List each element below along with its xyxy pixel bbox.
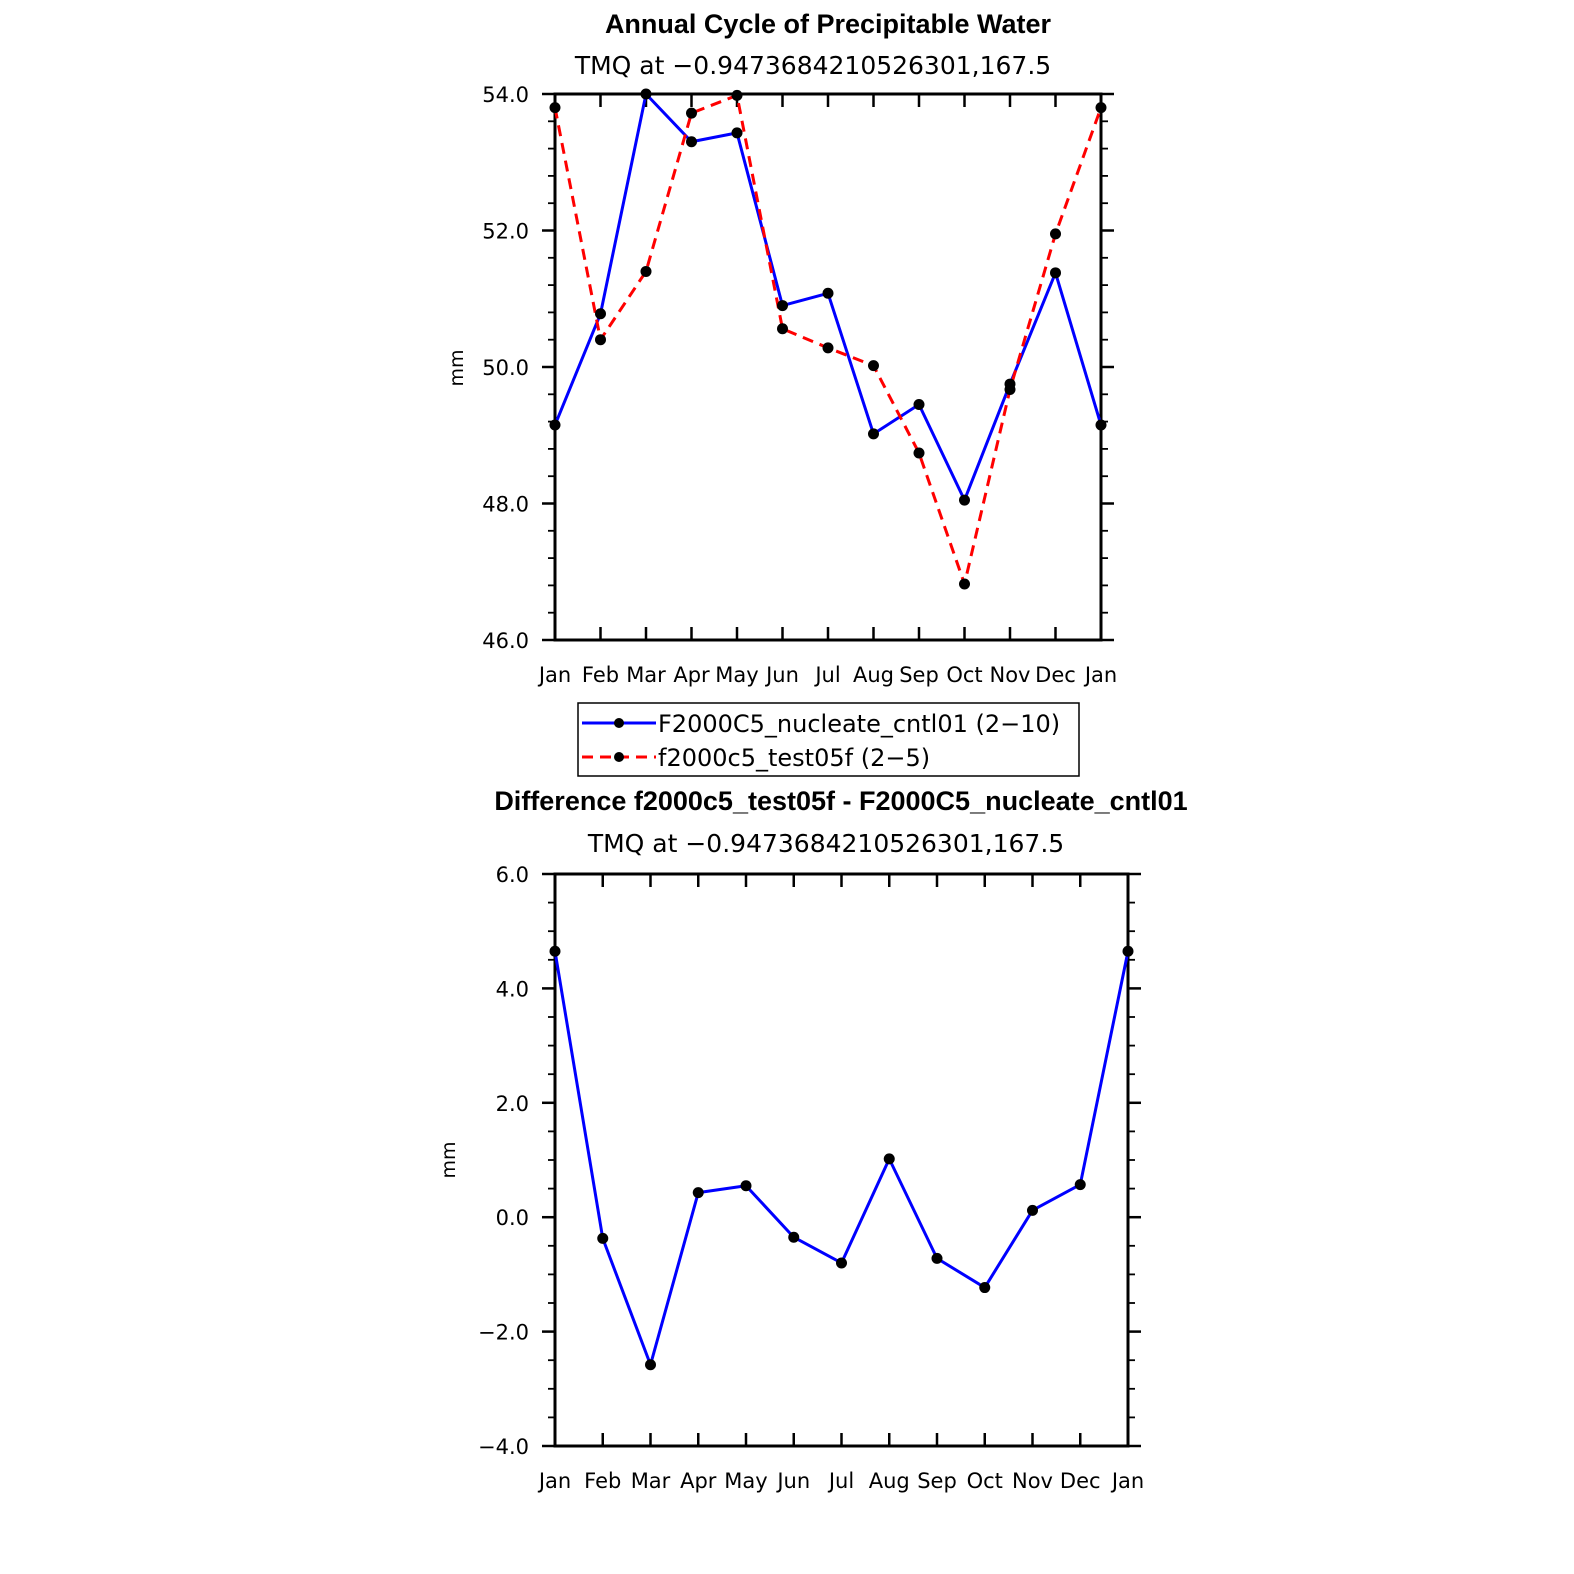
data-point-0-1 — [597, 1232, 609, 1244]
data-point-0-11 — [1074, 1179, 1086, 1191]
y-tick-label: −2.0 — [478, 1321, 529, 1345]
y-tick-label: 46.0 — [482, 629, 529, 653]
x-tick-label: Jul — [827, 1469, 854, 1493]
x-tick-label: Dec — [1035, 663, 1076, 687]
x-tick-label: Jan — [537, 1469, 571, 1493]
data-point-1-6 — [822, 342, 834, 354]
x-tick-label: Sep — [899, 663, 939, 687]
x-tick-label: Apr — [673, 663, 710, 687]
bottom-chart-series — [549, 945, 1134, 1371]
y-tick-label: 48.0 — [482, 493, 529, 517]
bottom-chart-ylabel: mm — [438, 1141, 460, 1178]
top-chart-ticks: Jan Feb Mar Apr May Jun Jul Aug Sep Oct Nov Dec Jan 4… — [482, 83, 1117, 687]
data-point-1-9 — [959, 578, 970, 590]
data-point-0-9 — [959, 494, 970, 506]
series-line-0 — [553, 950, 1130, 1367]
data-point-1-8 — [913, 447, 925, 459]
top-chart-ylabel: mm — [446, 349, 468, 386]
x-tick-label: May — [715, 663, 758, 687]
data-point-0-9 — [979, 1282, 991, 1294]
series-line-1 — [553, 93, 1103, 586]
x-tick-label: Nov — [990, 663, 1031, 687]
data-point-1-1 — [595, 334, 606, 346]
x-tick-label: Jun — [764, 663, 799, 687]
top-chart: Annual Cycle of Precipitable Water TMQ a… — [446, 9, 1117, 687]
top-chart-subtitle: TMQ at −0.9473684210526301,167.5 — [574, 51, 1051, 80]
y-tick-label: 54.0 — [482, 83, 529, 107]
legend-marker-cntl01 — [614, 718, 624, 728]
y-tick-label: 2.0 — [496, 1092, 529, 1116]
data-point-0-3 — [686, 136, 697, 148]
data-point-1-7 — [868, 360, 879, 372]
y-tick-label: 52.0 — [482, 220, 529, 244]
data-point-0-12 — [1122, 945, 1134, 957]
x-tick-label: Jan — [537, 663, 571, 687]
bottom-chart-ticks: Jan Feb Mar Apr May Jun Jul Aug Sep Oct Nov Dec Jan−… — [478, 863, 1144, 1493]
data-point-0-8 — [931, 1252, 943, 1264]
top-chart-series — [549, 88, 1107, 590]
data-point-1-4 — [731, 89, 743, 101]
data-point-0-8 — [913, 399, 925, 411]
data-point-0-2 — [645, 1359, 656, 1371]
top-chart-frame — [553, 92, 1103, 642]
x-tick-label: Dec — [1060, 1469, 1101, 1493]
data-point-0-1 — [595, 308, 606, 320]
data-point-0-11 — [1050, 267, 1061, 279]
data-point-0-10 — [1027, 1204, 1038, 1216]
data-point-0-4 — [731, 127, 743, 139]
data-point-0-0 — [549, 945, 561, 957]
x-tick-label: May — [724, 1469, 767, 1493]
data-point-0-5 — [788, 1231, 800, 1243]
bottom-chart-subtitle: TMQ at −0.9473684210526301,167.5 — [587, 829, 1064, 858]
data-point-0-12 — [1095, 419, 1107, 431]
data-point-1-11 — [1050, 228, 1061, 240]
data-point-0-6 — [836, 1257, 847, 1269]
top-chart-title: Annual Cycle of Precipitable Water — [605, 9, 1052, 39]
x-tick-label: Jun — [775, 1469, 810, 1493]
data-point-0-4 — [740, 1180, 752, 1192]
x-tick-label: Aug — [853, 663, 894, 687]
data-point-1-2 — [640, 265, 652, 277]
data-point-0-7 — [883, 1153, 895, 1165]
bottom-chart-title: Difference f2000c5_test05f - F2000C5_nuc… — [494, 786, 1187, 816]
legend: F2000C5_nucleate_cntl01 (2−10) f2000c5_t… — [577, 702, 1080, 777]
y-tick-label: −4.0 — [478, 1435, 529, 1459]
y-tick-label: 6.0 — [496, 863, 529, 887]
x-tick-label: Sep — [917, 1469, 957, 1493]
x-tick-label: Feb — [584, 1469, 621, 1493]
x-tick-label: Jul — [813, 663, 840, 687]
bottom-chart: Difference f2000c5_test05f - F2000C5_nuc… — [438, 786, 1188, 1493]
x-tick-label: Oct — [946, 663, 982, 687]
y-tick-label: 50.0 — [482, 356, 529, 380]
data-point-0-6 — [822, 287, 834, 299]
legend-box — [577, 702, 1080, 777]
data-point-1-10 — [1004, 384, 1016, 396]
data-point-1-12 — [1095, 102, 1107, 114]
x-tick-label: Mar — [631, 1469, 671, 1493]
x-tick-label: Feb — [582, 663, 619, 687]
x-tick-label: Nov — [1012, 1469, 1053, 1493]
data-point-0-2 — [640, 88, 652, 100]
legend-marker-test05f — [614, 752, 624, 762]
x-tick-label: Jan — [1083, 663, 1117, 687]
data-point-1-0 — [549, 102, 561, 114]
bottom-chart-frame — [553, 872, 1130, 1448]
x-tick-label: Aug — [869, 1469, 910, 1493]
data-point-0-0 — [549, 419, 561, 431]
legend-label-test05f: f2000c5_test05f (2−5) — [658, 744, 930, 772]
data-point-0-5 — [777, 300, 788, 312]
x-tick-label: Jan — [1110, 1469, 1144, 1493]
x-tick-label: Oct — [967, 1469, 1003, 1493]
data-point-0-3 — [692, 1187, 704, 1199]
data-point-1-5 — [777, 323, 788, 335]
y-tick-label: 4.0 — [496, 977, 529, 1001]
legend-label-cntl01: F2000C5_nucleate_cntl01 (2−10) — [658, 710, 1060, 738]
x-tick-label: Mar — [626, 663, 666, 687]
x-tick-label: Apr — [680, 1469, 717, 1493]
data-point-1-3 — [686, 107, 697, 119]
y-tick-label: 0.0 — [496, 1206, 529, 1230]
data-point-0-7 — [868, 428, 879, 440]
